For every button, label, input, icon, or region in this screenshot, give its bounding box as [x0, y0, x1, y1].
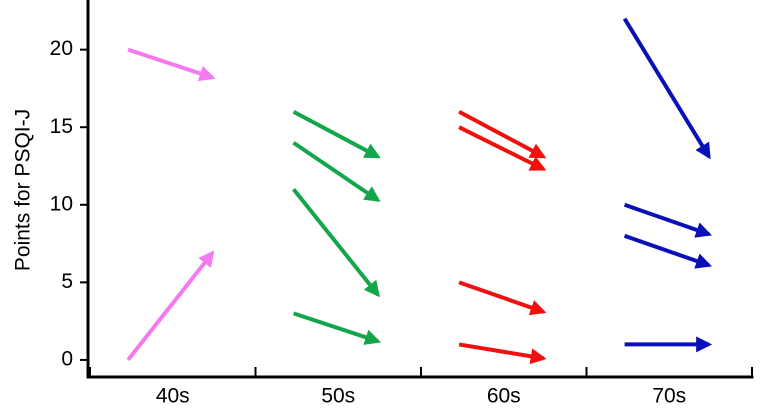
change-arrow: [458, 125, 547, 171]
change-arrow: [458, 342, 547, 365]
x-tick-label: 50s: [321, 385, 355, 408]
change-arrow: [292, 188, 380, 298]
y-tick-label: 20: [50, 37, 73, 60]
x-tick-label: 70s: [652, 385, 686, 408]
change-arrow: [623, 202, 712, 238]
y-tick-label: 0: [61, 347, 73, 370]
y-axis-label: Points for PSQI-J: [12, 109, 35, 271]
change-arrow: [622, 17, 711, 160]
change-arrow: [458, 280, 547, 316]
y-tick-label: 10: [50, 192, 73, 215]
change-arrow: [126, 250, 215, 362]
y-tick-label: 15: [50, 115, 73, 138]
y-tick-label: 5: [61, 270, 73, 293]
change-arrow: [458, 109, 547, 159]
change-arrow: [127, 47, 216, 82]
change-arrow: [292, 109, 381, 159]
change-arrow: [292, 141, 381, 202]
change-arrow: [292, 311, 382, 345]
x-tick-label: 40s: [156, 385, 190, 408]
x-tick-label: 60s: [487, 385, 521, 408]
change-arrow: [623, 233, 712, 269]
